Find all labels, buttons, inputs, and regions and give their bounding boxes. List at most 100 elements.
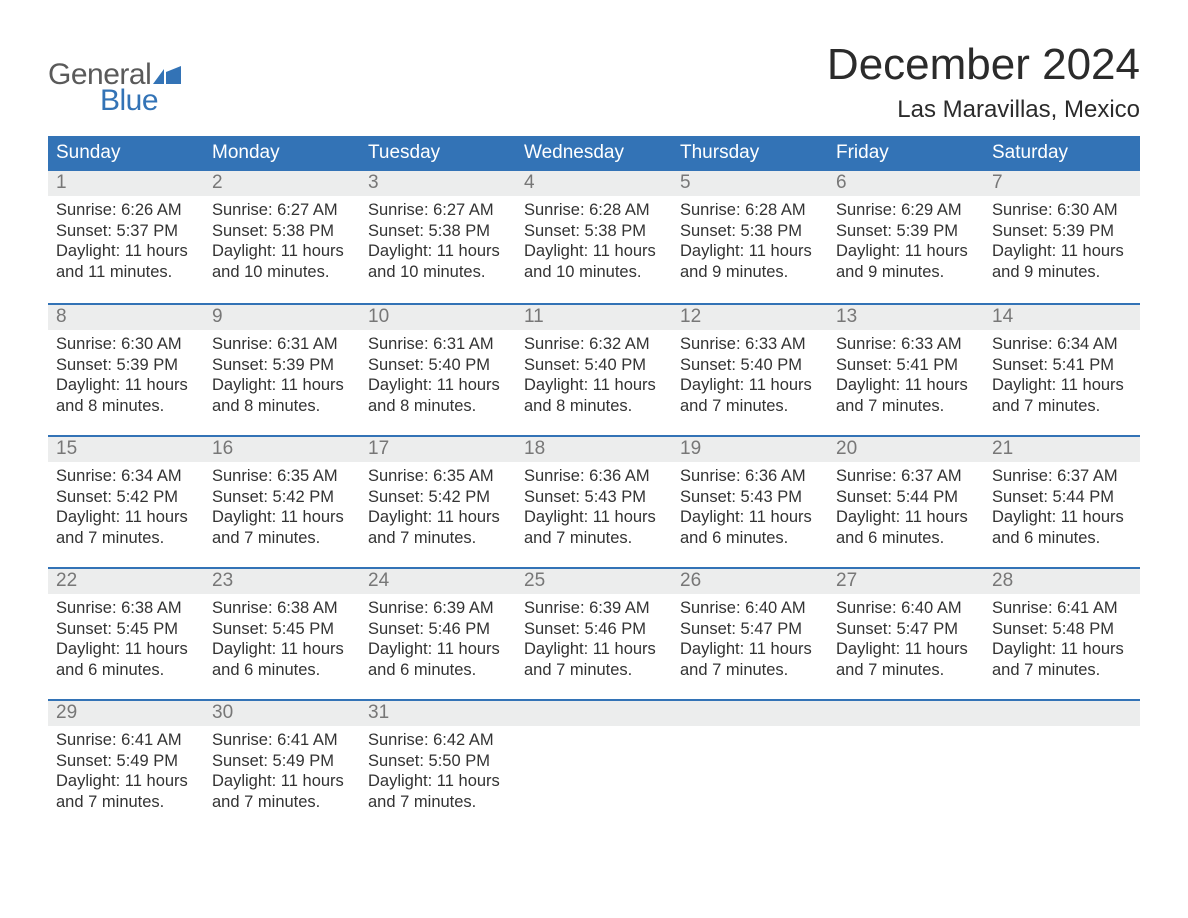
day-number: 26 <box>672 569 828 594</box>
sunrise-line: Sunrise: 6:38 AM <box>212 598 352 619</box>
day-details: Sunrise: 6:33 AMSunset: 5:40 PMDaylight:… <box>672 330 828 423</box>
day-details: Sunrise: 6:41 AMSunset: 5:49 PMDaylight:… <box>204 726 360 819</box>
sunset-line: Sunset: 5:43 PM <box>680 487 820 508</box>
day-cell: 13Sunrise: 6:33 AMSunset: 5:41 PMDayligh… <box>828 305 984 435</box>
day-number: 15 <box>48 437 204 462</box>
daylight-line-2: and 7 minutes. <box>680 660 820 681</box>
day-number: 14 <box>984 305 1140 330</box>
daylight-line-1: Daylight: 11 hours <box>212 241 352 262</box>
day-details: Sunrise: 6:28 AMSunset: 5:38 PMDaylight:… <box>516 196 672 289</box>
daylight-line-2: and 7 minutes. <box>992 660 1132 681</box>
day-cell: 11Sunrise: 6:32 AMSunset: 5:40 PMDayligh… <box>516 305 672 435</box>
logo-text-blue: Blue <box>48 84 181 118</box>
sunset-line: Sunset: 5:39 PM <box>56 355 196 376</box>
day-cell: 7Sunrise: 6:30 AMSunset: 5:39 PMDaylight… <box>984 171 1140 303</box>
daylight-line-1: Daylight: 11 hours <box>368 771 508 792</box>
sunset-line: Sunset: 5:46 PM <box>368 619 508 640</box>
week-row: 1Sunrise: 6:26 AMSunset: 5:37 PMDaylight… <box>48 171 1140 303</box>
daylight-line-1: Daylight: 11 hours <box>368 241 508 262</box>
day-header-row: SundayMondayTuesdayWednesdayThursdayFrid… <box>48 136 1140 171</box>
day-header: Friday <box>828 136 984 171</box>
daylight-line-1: Daylight: 11 hours <box>56 771 196 792</box>
sunrise-line: Sunrise: 6:36 AM <box>680 466 820 487</box>
sunrise-line: Sunrise: 6:41 AM <box>992 598 1132 619</box>
sunset-line: Sunset: 5:49 PM <box>212 751 352 772</box>
sunrise-line: Sunrise: 6:29 AM <box>836 200 976 221</box>
day-header: Saturday <box>984 136 1140 171</box>
sunrise-line: Sunrise: 6:35 AM <box>368 466 508 487</box>
day-cell: 19Sunrise: 6:36 AMSunset: 5:43 PMDayligh… <box>672 437 828 567</box>
daylight-line-1: Daylight: 11 hours <box>212 771 352 792</box>
daylight-line-1: Daylight: 11 hours <box>680 507 820 528</box>
day-number: 13 <box>828 305 984 330</box>
daylight-line-2: and 7 minutes. <box>212 528 352 549</box>
daylight-line-1: Daylight: 11 hours <box>212 375 352 396</box>
daylight-line-1: Daylight: 11 hours <box>56 241 196 262</box>
day-details: Sunrise: 6:34 AMSunset: 5:42 PMDaylight:… <box>48 462 204 555</box>
daylight-line-2: and 8 minutes. <box>56 396 196 417</box>
sunset-line: Sunset: 5:47 PM <box>680 619 820 640</box>
sunset-line: Sunset: 5:44 PM <box>836 487 976 508</box>
day-details: Sunrise: 6:42 AMSunset: 5:50 PMDaylight:… <box>360 726 516 819</box>
daylight-line-1: Daylight: 11 hours <box>680 375 820 396</box>
daylight-line-2: and 7 minutes. <box>212 792 352 813</box>
calendar: SundayMondayTuesdayWednesdayThursdayFrid… <box>48 136 1140 831</box>
day-details: Sunrise: 6:37 AMSunset: 5:44 PMDaylight:… <box>828 462 984 555</box>
sunrise-line: Sunrise: 6:41 AM <box>212 730 352 751</box>
day-cell: 2Sunrise: 6:27 AMSunset: 5:38 PMDaylight… <box>204 171 360 303</box>
day-header: Sunday <box>48 136 204 171</box>
daylight-line-2: and 6 minutes. <box>212 660 352 681</box>
day-number: 17 <box>360 437 516 462</box>
day-details: Sunrise: 6:36 AMSunset: 5:43 PMDaylight:… <box>672 462 828 555</box>
daylight-line-1: Daylight: 11 hours <box>368 375 508 396</box>
sunrise-line: Sunrise: 6:37 AM <box>836 466 976 487</box>
day-cell <box>516 701 672 831</box>
daylight-line-1: Daylight: 11 hours <box>524 375 664 396</box>
day-header: Tuesday <box>360 136 516 171</box>
sunset-line: Sunset: 5:50 PM <box>368 751 508 772</box>
sunrise-line: Sunrise: 6:40 AM <box>680 598 820 619</box>
sunrise-line: Sunrise: 6:36 AM <box>524 466 664 487</box>
daylight-line-2: and 9 minutes. <box>836 262 976 283</box>
day-number: 2 <box>204 171 360 196</box>
day-details: Sunrise: 6:30 AMSunset: 5:39 PMDaylight:… <box>48 330 204 423</box>
day-cell: 18Sunrise: 6:36 AMSunset: 5:43 PMDayligh… <box>516 437 672 567</box>
day-number <box>672 701 828 726</box>
day-number: 30 <box>204 701 360 726</box>
week-row: 22Sunrise: 6:38 AMSunset: 5:45 PMDayligh… <box>48 567 1140 699</box>
day-number: 24 <box>360 569 516 594</box>
sunrise-line: Sunrise: 6:31 AM <box>212 334 352 355</box>
week-row: 15Sunrise: 6:34 AMSunset: 5:42 PMDayligh… <box>48 435 1140 567</box>
day-cell: 30Sunrise: 6:41 AMSunset: 5:49 PMDayligh… <box>204 701 360 831</box>
day-details: Sunrise: 6:39 AMSunset: 5:46 PMDaylight:… <box>360 594 516 687</box>
daylight-line-2: and 10 minutes. <box>524 262 664 283</box>
day-number: 21 <box>984 437 1140 462</box>
day-details: Sunrise: 6:38 AMSunset: 5:45 PMDaylight:… <box>48 594 204 687</box>
day-details: Sunrise: 6:35 AMSunset: 5:42 PMDaylight:… <box>204 462 360 555</box>
day-cell: 1Sunrise: 6:26 AMSunset: 5:37 PMDaylight… <box>48 171 204 303</box>
daylight-line-1: Daylight: 11 hours <box>212 639 352 660</box>
daylight-line-2: and 6 minutes. <box>368 660 508 681</box>
sunrise-line: Sunrise: 6:32 AM <box>524 334 664 355</box>
daylight-line-1: Daylight: 11 hours <box>524 241 664 262</box>
sunrise-line: Sunrise: 6:26 AM <box>56 200 196 221</box>
day-cell: 14Sunrise: 6:34 AMSunset: 5:41 PMDayligh… <box>984 305 1140 435</box>
day-number: 8 <box>48 305 204 330</box>
sunset-line: Sunset: 5:40 PM <box>524 355 664 376</box>
sunrise-line: Sunrise: 6:41 AM <box>56 730 196 751</box>
daylight-line-2: and 11 minutes. <box>56 262 196 283</box>
sunset-line: Sunset: 5:40 PM <box>368 355 508 376</box>
sunset-line: Sunset: 5:42 PM <box>56 487 196 508</box>
sunset-line: Sunset: 5:49 PM <box>56 751 196 772</box>
daylight-line-2: and 10 minutes. <box>368 262 508 283</box>
daylight-line-2: and 8 minutes. <box>212 396 352 417</box>
day-cell <box>984 701 1140 831</box>
daylight-line-1: Daylight: 11 hours <box>836 375 976 396</box>
sunset-line: Sunset: 5:41 PM <box>836 355 976 376</box>
daylight-line-2: and 9 minutes. <box>992 262 1132 283</box>
day-details: Sunrise: 6:31 AMSunset: 5:39 PMDaylight:… <box>204 330 360 423</box>
day-details: Sunrise: 6:26 AMSunset: 5:37 PMDaylight:… <box>48 196 204 289</box>
sunset-line: Sunset: 5:38 PM <box>212 221 352 242</box>
daylight-line-1: Daylight: 11 hours <box>368 507 508 528</box>
daylight-line-2: and 10 minutes. <box>212 262 352 283</box>
